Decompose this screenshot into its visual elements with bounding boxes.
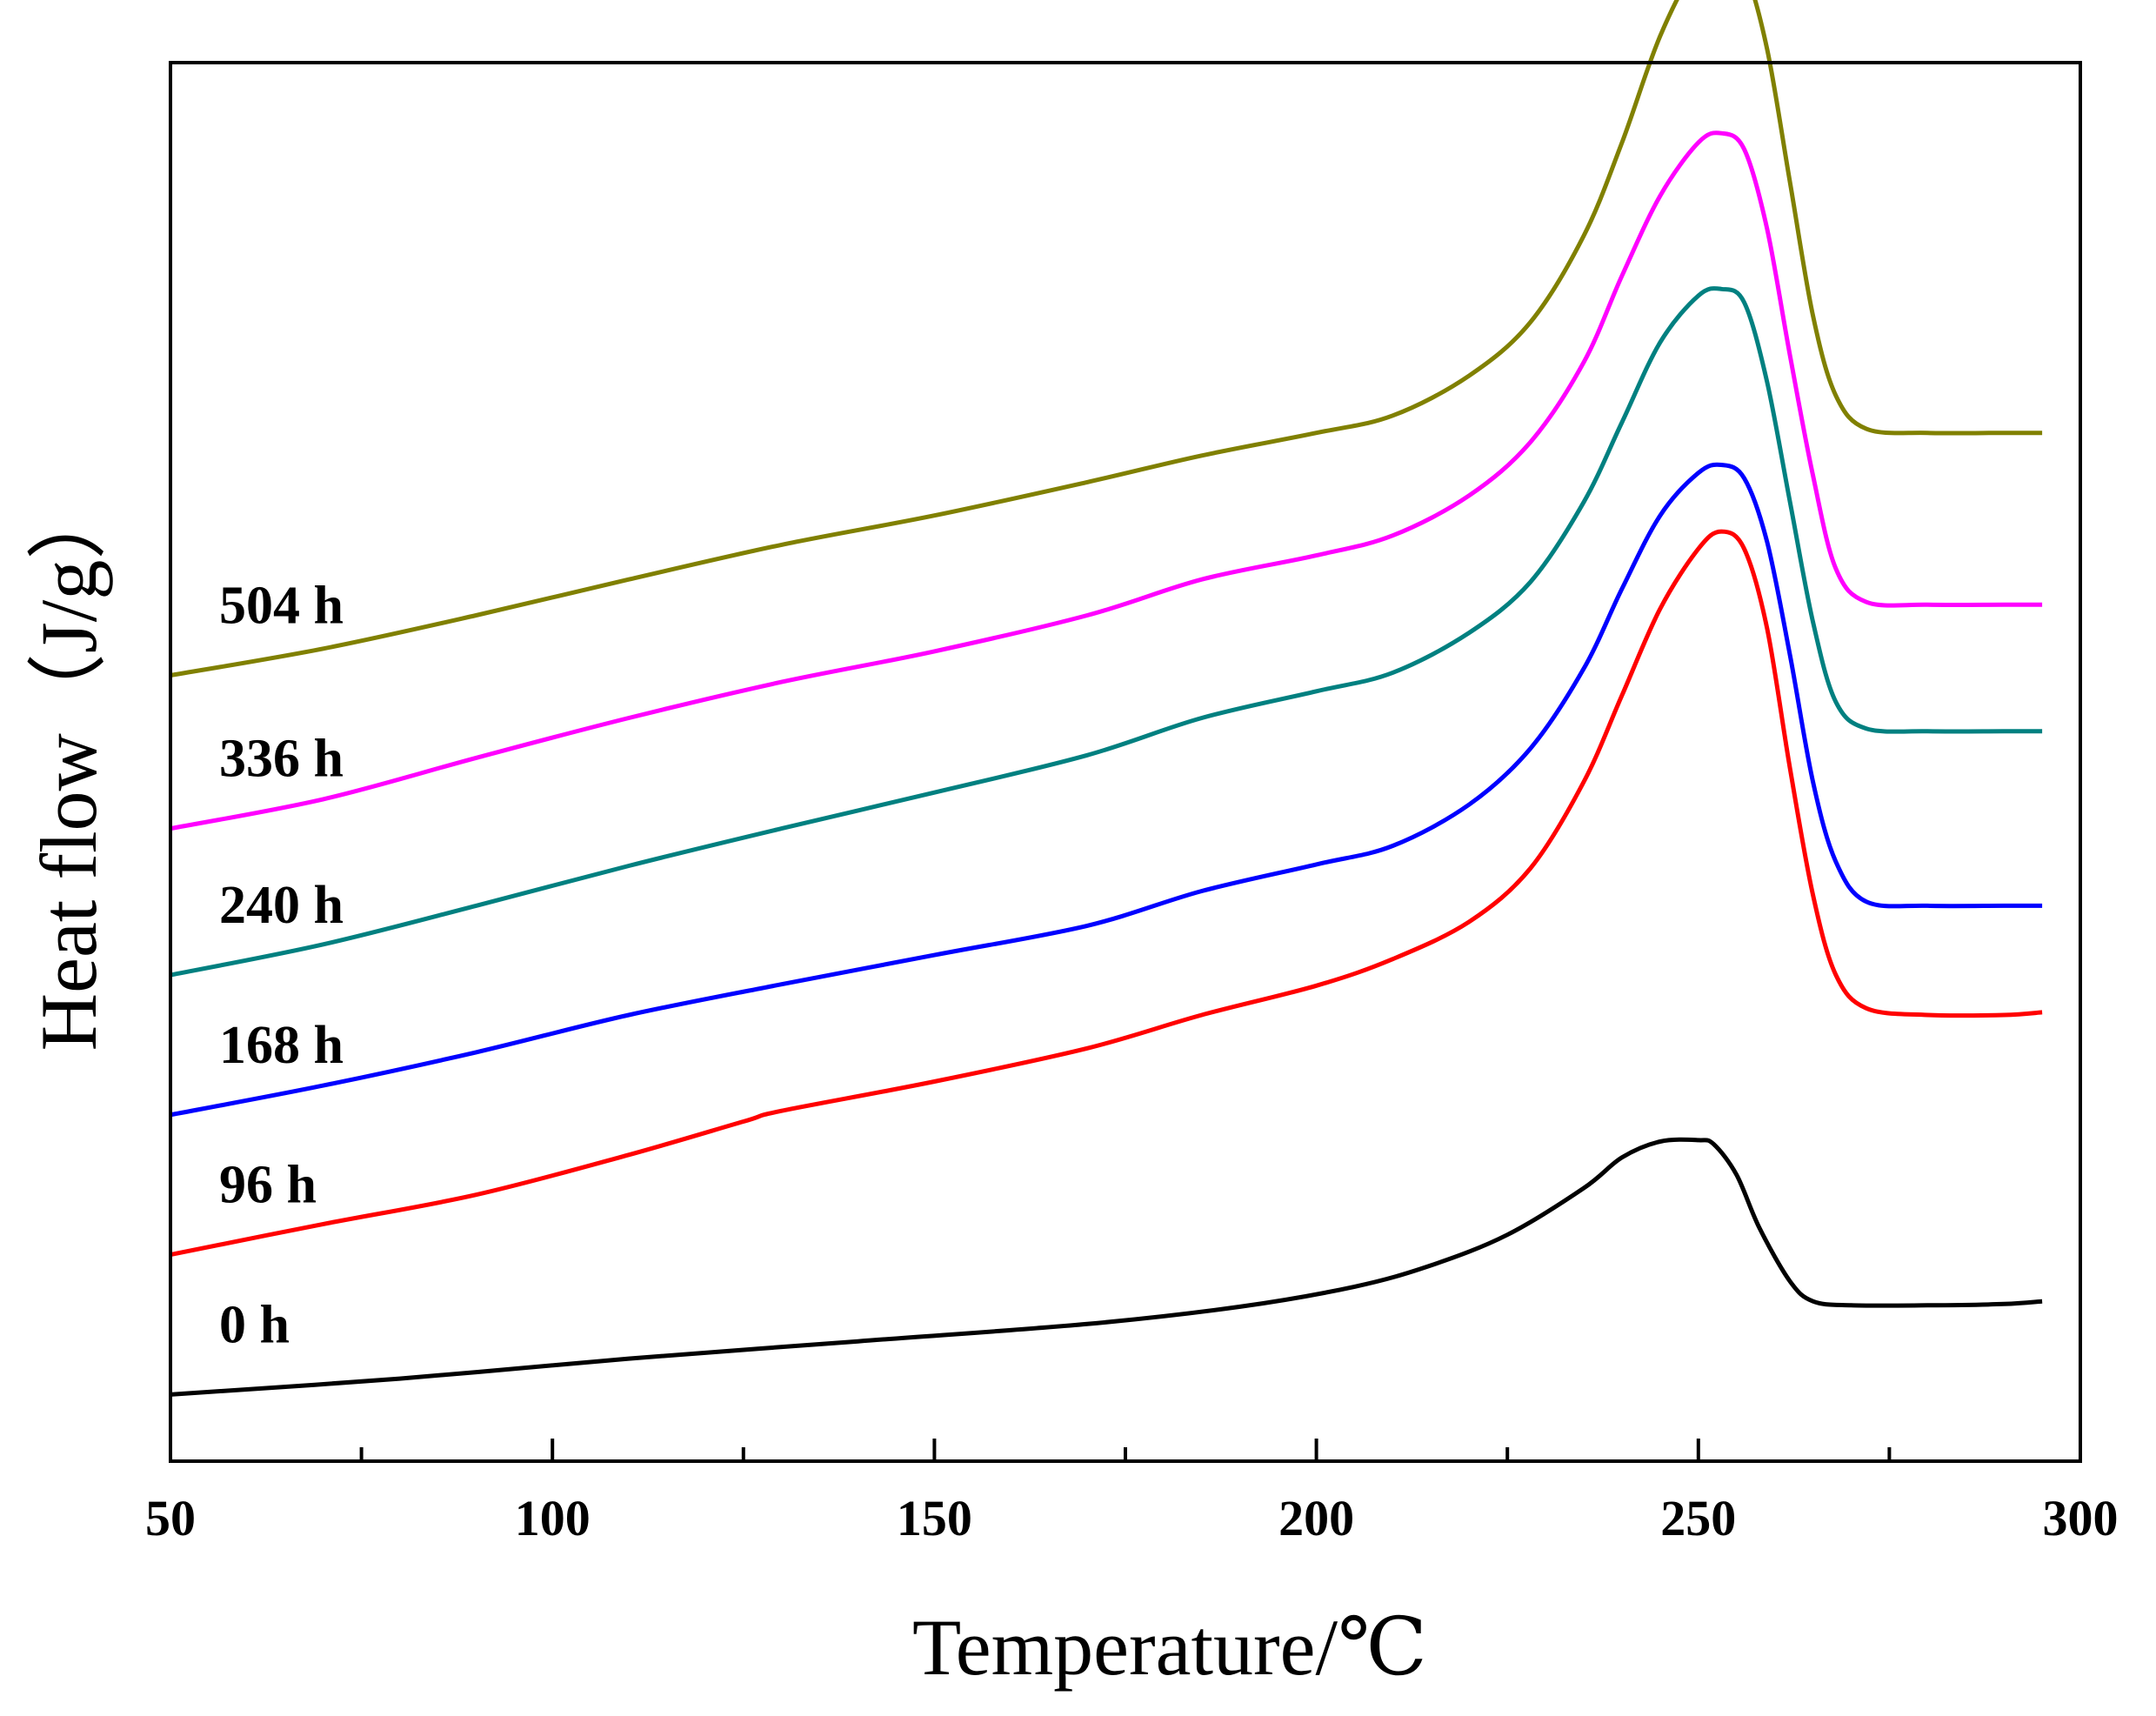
series-label-336h: 336 h [219, 730, 344, 789]
x-tick-label: 250 [1660, 1490, 1736, 1546]
series-label-168h: 168 h [219, 1016, 344, 1075]
series-labels: 0 h 96 h 168 h 240 h 336 h 504 h [219, 576, 344, 1354]
series-line-0h [170, 1137, 2043, 1397]
x-tick-label: 200 [1278, 1490, 1354, 1546]
series-label-96h: 96 h [219, 1156, 317, 1215]
series-line-168h [170, 462, 2043, 1118]
series-line-504h [170, 0, 2043, 678]
series-label-240h: 240 h [219, 876, 344, 935]
series-layer [170, 0, 2043, 1397]
x-ticks: 50 100 150 200 250 300 [145, 1439, 2119, 1546]
series-label-0h: 0 h [219, 1295, 290, 1354]
y-axis-title: Heat flow（J/g） [24, 480, 113, 1052]
x-tick-label: 50 [145, 1490, 196, 1546]
series-line-96h [170, 529, 2043, 1258]
series-line-336h [170, 130, 2043, 831]
x-tick-label: 100 [515, 1490, 591, 1546]
series-label-504h: 504 h [219, 576, 344, 635]
x-tick-label: 300 [2043, 1490, 2119, 1546]
x-axis-title: Temperature/℃ [912, 1603, 1427, 1692]
series-line-240h [170, 286, 2043, 978]
x-tick-label: 150 [897, 1490, 972, 1546]
